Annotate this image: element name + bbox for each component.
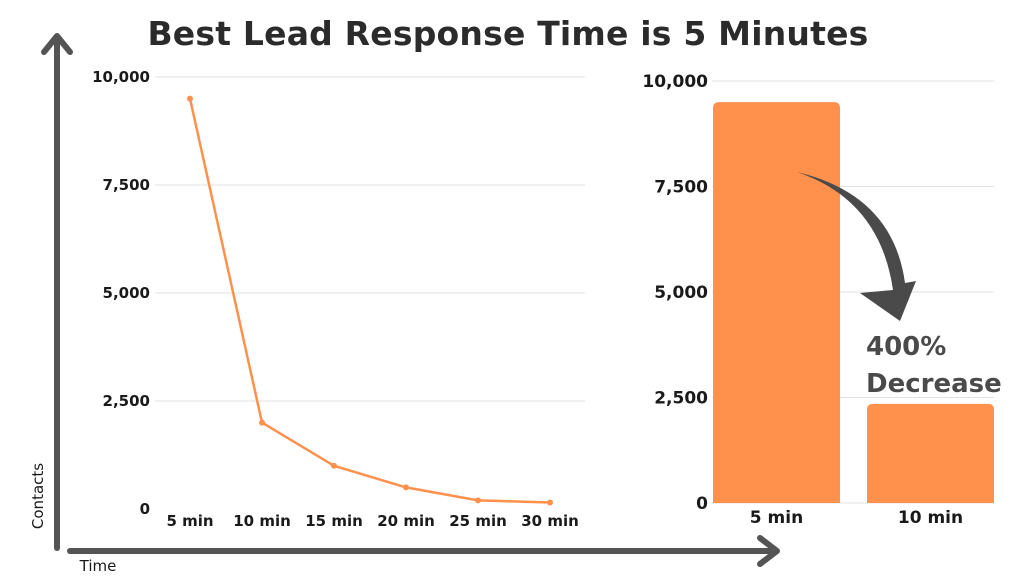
bar-chart-y-tick-label: 0 xyxy=(696,494,708,514)
line-chart-y-tick-label: 5,000 xyxy=(103,284,150,302)
bar-chart-x-tick-label: 5 min xyxy=(750,508,803,528)
line-chart-y-tick-label: 7,500 xyxy=(103,176,150,194)
bar-chart-y-tick-label: 7,500 xyxy=(654,178,708,198)
page-title: Best Lead Response Time is 5 Minutes xyxy=(147,14,869,53)
outer-axes xyxy=(41,33,780,567)
bar-chart-bars xyxy=(713,102,994,503)
line-chart-y-tick-label: 2,500 xyxy=(103,392,150,410)
x-axis-title: Time xyxy=(79,557,117,575)
bar xyxy=(867,403,994,503)
bar-chart-y-tick-label: 10,000 xyxy=(642,72,708,92)
annotation-label: Decrease xyxy=(866,369,1002,399)
x-axis-arrowhead-icon xyxy=(757,535,780,567)
line-chart-y-ticks: 0 2,500 5,000 7,500 10,000 xyxy=(92,68,150,518)
y-axis-title: Contacts xyxy=(29,463,47,529)
line-chart-x-tick-label: 15 min xyxy=(305,512,363,530)
line-chart-y-tick-label: 0 xyxy=(140,500,150,518)
line-chart-x-tick-label: 20 min xyxy=(377,512,435,530)
bar-chart-x-tick-label: 10 min xyxy=(898,508,963,528)
line-chart-series xyxy=(187,95,553,506)
line-chart-x-ticks: 5 min 10 min 15 min 20 min 25 min 30 min xyxy=(166,512,578,530)
line-point xyxy=(331,462,337,469)
line-chart-y-tick-label: 10,000 xyxy=(92,68,150,86)
line-chart-x-tick-label: 25 min xyxy=(449,512,507,530)
line-chart-x-tick-label: 10 min xyxy=(233,512,291,530)
decrease-arrow-icon xyxy=(797,172,916,321)
bar-chart-x-ticks: 5 min 10 min xyxy=(750,508,963,528)
line-point xyxy=(475,497,481,504)
line-series xyxy=(188,98,551,504)
y-axis-arrowhead-icon xyxy=(41,33,73,55)
line-point xyxy=(547,499,553,506)
line-point xyxy=(187,95,193,102)
bar-chart-y-tick-label: 5,000 xyxy=(654,283,708,303)
bar-chart-y-tick-label: 2,500 xyxy=(654,389,708,409)
annotation-percent: 400% xyxy=(866,332,946,362)
line-chart-grid xyxy=(155,76,585,402)
line-chart-x-tick-label: 5 min xyxy=(166,512,213,530)
line-chart-x-tick-label: 30 min xyxy=(521,512,579,530)
bar xyxy=(713,102,840,503)
bar-chart-y-ticks: 0 2,500 5,000 7,500 10,000 xyxy=(642,72,708,514)
line-point xyxy=(403,484,409,491)
line-point xyxy=(259,419,265,426)
